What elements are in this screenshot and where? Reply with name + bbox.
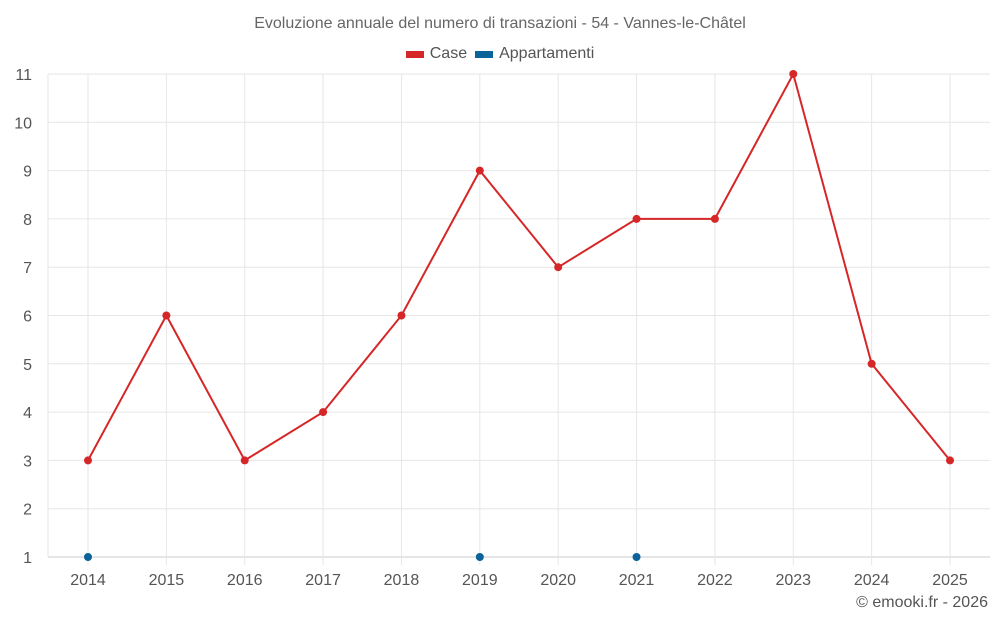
y-tick-label: 2 [23,502,32,519]
data-point[interactable] [84,553,92,561]
x-tick-label: 2018 [384,572,420,589]
data-point[interactable] [84,456,92,465]
y-tick-label: 7 [23,260,32,277]
y-tick-label: 5 [23,357,32,374]
x-tick-label: 2019 [462,572,498,589]
series-line-case [87,71,951,462]
data-point[interactable] [632,214,641,223]
legend-item-appartamenti[interactable]: Appartamenti [475,45,594,63]
data-point[interactable] [162,311,171,320]
data-point[interactable] [789,70,798,78]
legend-item-case[interactable]: Case [405,45,468,63]
data-point[interactable] [319,408,328,417]
y-tick-label: 3 [23,453,32,470]
y-tick-label: 11 [15,67,32,84]
legend: Case Appartamenti [0,45,1000,63]
data-point[interactable] [632,553,641,561]
y-tick-label: 1 [23,550,32,567]
data-point[interactable] [397,311,406,320]
y-tick-label: 9 [23,164,32,181]
x-tick-label: 2025 [932,572,968,589]
x-tick-label: 2020 [540,572,576,589]
x-tick-label: 2021 [619,572,655,589]
x-tick-label: 2022 [697,572,733,589]
x-tick-label: 2023 [775,572,811,589]
credit-text: © emooki.fr - 2026 [856,594,988,611]
y-tick-label: 10 [14,115,32,132]
appartamenti-swatch-icon [475,50,494,58]
y-tick-label: 6 [23,309,32,326]
data-point[interactable] [867,359,876,368]
x-tick-label: 2016 [227,572,263,589]
x-tick-label: 2024 [854,572,890,589]
x-tick-label: 2017 [305,572,341,589]
chart-title: Evoluzione annuale del numero di transaz… [254,15,746,32]
y-tick-label: 8 [23,212,32,229]
y-tick-label: 4 [23,405,32,422]
x-tick-label: 2015 [149,572,185,589]
data-point[interactable] [554,263,563,272]
case-swatch-icon [405,50,424,58]
x-tick-label: 2014 [70,572,106,589]
data-point[interactable] [946,456,954,465]
data-point[interactable] [475,166,484,175]
legend-label-appartamenti: Appartamenti [499,45,595,62]
legend-label-case: Case [429,45,468,62]
data-point[interactable] [475,553,484,561]
data-point[interactable] [240,456,249,465]
data-point[interactable] [710,214,719,223]
